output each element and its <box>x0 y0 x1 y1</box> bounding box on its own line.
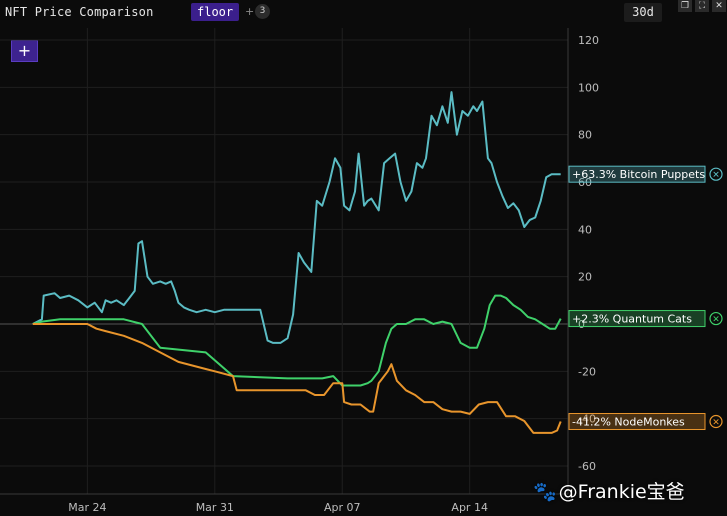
x-tick-label: Apr 07 <box>324 501 361 514</box>
y-tick-label: 40 <box>578 223 592 236</box>
toolbar: NFT Price Comparison floor + 3 30d ❐ ⛶ ✕ <box>0 0 727 26</box>
y-tick-label: -40 <box>578 413 596 426</box>
watermark: 🐾 @Frankie宝爸 <box>533 477 685 504</box>
series-label-bitcoin_puppets: +63.3% Bitcoin Puppets ✕ <box>568 165 723 183</box>
x-axis: Mar 24 Mar 31 Apr 07 Apr 14 <box>0 493 568 514</box>
x-tick-label: Apr 14 <box>451 501 488 514</box>
series-label-nodemonkes: -41.2% NodeMonkes ✕ <box>568 413 723 431</box>
time-range-selector[interactable]: 30d <box>624 3 662 22</box>
restore-icon[interactable]: ❐ <box>678 0 692 12</box>
series-label-box <box>568 413 706 431</box>
series-line-quantum_cats[interactable] <box>32 294 562 387</box>
close-icon[interactable]: ✕ <box>712 0 726 12</box>
page-title: NFT Price Comparison <box>5 5 154 19</box>
grid-lines <box>0 28 568 494</box>
y-tick-label: 80 <box>578 129 592 142</box>
paw-icon: 🐾 <box>533 481 557 503</box>
remove-series-icon[interactable] <box>709 311 723 326</box>
y-tick-label: 20 <box>578 271 592 284</box>
series-label-quantum_cats: +2.3% Quantum Cats ✕ <box>568 310 723 328</box>
series-line-nodemonkes[interactable] <box>32 323 562 434</box>
metric-chip-floor[interactable]: floor <box>191 3 240 21</box>
series-label-box <box>568 165 706 183</box>
remove-series-glyph[interactable]: ✕ <box>712 418 720 428</box>
remove-series-icon[interactable] <box>709 414 723 429</box>
y-tick-label: -20 <box>578 365 596 378</box>
series-label-text: +2.3% Quantum Cats <box>572 313 692 326</box>
x-tick-label: Mar 31 <box>196 501 234 514</box>
series-end-labels: +63.3% Bitcoin Puppets ✕+2.3% Quantum Cat… <box>568 165 723 431</box>
watermark-text: @Frankie宝爸 <box>558 481 685 503</box>
series-lines <box>32 91 562 434</box>
series-label-text: -41.2% NodeMonkes <box>572 416 685 429</box>
add-metric-plus[interactable]: + <box>245 5 255 18</box>
x-tick-label: Mar 24 <box>68 501 106 514</box>
y-tick-label: 120 <box>578 34 599 47</box>
series-line-bitcoin_puppets[interactable] <box>32 91 561 344</box>
series-count-badge[interactable]: 3 <box>255 4 270 19</box>
remove-series-glyph[interactable]: ✕ <box>712 171 720 181</box>
series-label-box <box>568 310 706 328</box>
expand-icon[interactable]: ⛶ <box>695 0 709 12</box>
remove-series-glyph[interactable]: ✕ <box>712 315 720 325</box>
y-tick-label: 100 <box>578 81 599 94</box>
y-tick-label: -60 <box>578 460 596 473</box>
y-tick-label: 0 <box>578 318 585 331</box>
series-label-text: +63.3% Bitcoin Puppets <box>572 168 705 181</box>
remove-series-icon[interactable] <box>709 167 723 181</box>
